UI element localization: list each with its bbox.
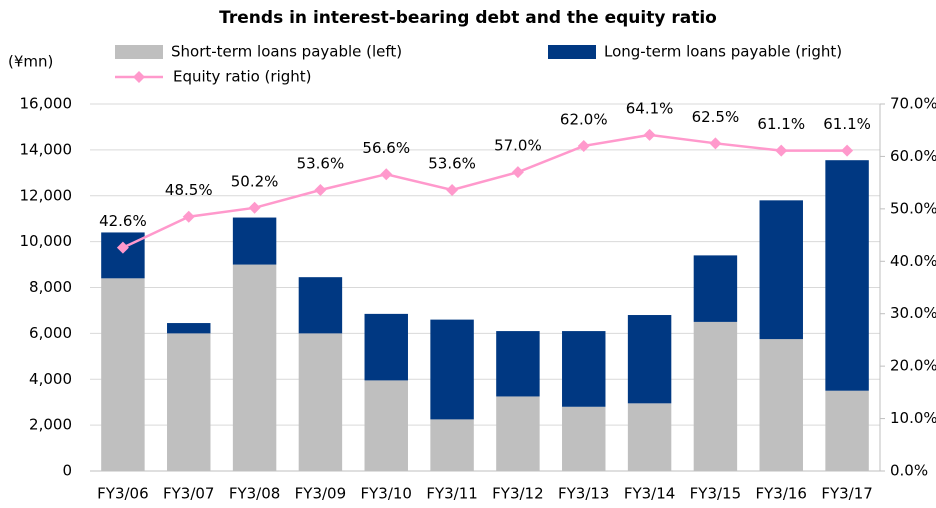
marker xyxy=(775,144,788,157)
y2-tick-label: 0.0% xyxy=(890,462,928,480)
bar xyxy=(627,315,672,404)
bar xyxy=(562,331,606,407)
y-tick-label: 10,000 xyxy=(20,232,73,250)
bar xyxy=(101,278,145,471)
bar xyxy=(167,323,211,334)
y-tick-label: 6,000 xyxy=(29,324,72,342)
x-tick-label: FY3/14 xyxy=(624,485,675,503)
marker xyxy=(380,168,393,181)
bar xyxy=(759,200,803,340)
y2-tick-label: 50.0% xyxy=(890,199,936,217)
y-tick-label: 2,000 xyxy=(29,416,72,434)
marker xyxy=(314,183,327,196)
bar xyxy=(825,160,869,391)
bar xyxy=(167,333,211,471)
bar xyxy=(693,321,738,471)
legend-label: Short-term loans payable (left) xyxy=(171,43,402,61)
y-tick-label: 12,000 xyxy=(20,186,73,204)
bar xyxy=(298,333,343,471)
data-label: 62.5% xyxy=(692,108,740,126)
x-tick-label: FY3/08 xyxy=(229,485,280,503)
marker xyxy=(116,241,129,254)
y2-tick-label: 10.0% xyxy=(890,409,936,427)
marker xyxy=(841,144,854,157)
x-tick-label: FY3/07 xyxy=(163,485,214,503)
bar xyxy=(232,264,277,471)
data-label: 53.6% xyxy=(297,154,345,172)
data-label: 57.0% xyxy=(494,137,542,155)
marker xyxy=(446,183,459,196)
legend-marker xyxy=(133,71,145,83)
marker xyxy=(643,128,656,141)
line xyxy=(122,133,848,249)
x-tick-label: FY3/17 xyxy=(821,485,872,503)
data-label: 61.1% xyxy=(757,115,805,133)
y-axis-label: (¥mn) xyxy=(8,53,53,71)
x-tick-label: FY3/10 xyxy=(361,485,412,503)
bar xyxy=(430,419,474,471)
marker xyxy=(709,137,722,150)
x-tick-label: FY3/16 xyxy=(756,485,807,503)
marker xyxy=(182,210,195,223)
y-tick-label: 8,000 xyxy=(29,278,72,296)
y2-tick-label: 40.0% xyxy=(890,252,936,270)
y2-tick-label: 60.0% xyxy=(890,147,936,165)
bar xyxy=(496,396,540,471)
x-tick-label: FY3/15 xyxy=(690,485,741,503)
y2-tick-label: 70.0% xyxy=(890,95,936,113)
bar xyxy=(364,380,408,471)
data-label: 61.1% xyxy=(823,115,871,133)
bar xyxy=(430,319,474,420)
x-tick-label: FY3/12 xyxy=(492,485,543,503)
data-label: 48.5% xyxy=(165,181,213,199)
y2-tick-label: 30.0% xyxy=(890,304,936,322)
bar xyxy=(627,403,672,471)
data-label: 56.6% xyxy=(362,139,410,157)
marker xyxy=(577,139,590,152)
legend-swatch xyxy=(548,45,596,59)
legend-swatch xyxy=(115,45,163,59)
chart-title: Trends in interest-bearing debt and the … xyxy=(219,8,717,28)
x-tick-label: FY3/06 xyxy=(97,485,148,503)
bar xyxy=(232,217,277,265)
x-tick-label: FY3/09 xyxy=(295,485,346,503)
y-tick-label: 16,000 xyxy=(20,95,73,113)
y-tick-label: 14,000 xyxy=(20,140,73,158)
x-tick-label: FY3/13 xyxy=(558,485,609,503)
y-tick-label: 4,000 xyxy=(29,370,72,388)
data-label: 50.2% xyxy=(231,172,279,190)
legend-label: Equity ratio (right) xyxy=(173,68,312,86)
data-label: 62.0% xyxy=(560,110,608,128)
data-label: 53.6% xyxy=(428,154,476,172)
bar xyxy=(693,255,738,322)
data-label: 64.1% xyxy=(626,99,674,117)
data-label: 42.6% xyxy=(99,212,147,230)
bar xyxy=(364,313,408,381)
bar xyxy=(496,331,540,397)
bar xyxy=(562,406,606,471)
marker xyxy=(248,201,261,214)
bar xyxy=(825,390,869,471)
x-tick-label: FY3/11 xyxy=(426,485,477,503)
bar xyxy=(298,277,343,334)
legend-label: Long-term loans payable (right) xyxy=(604,43,842,61)
bar xyxy=(759,339,803,471)
y-tick-label: 0 xyxy=(62,462,72,480)
y2-tick-label: 20.0% xyxy=(890,357,936,375)
marker xyxy=(511,166,524,179)
